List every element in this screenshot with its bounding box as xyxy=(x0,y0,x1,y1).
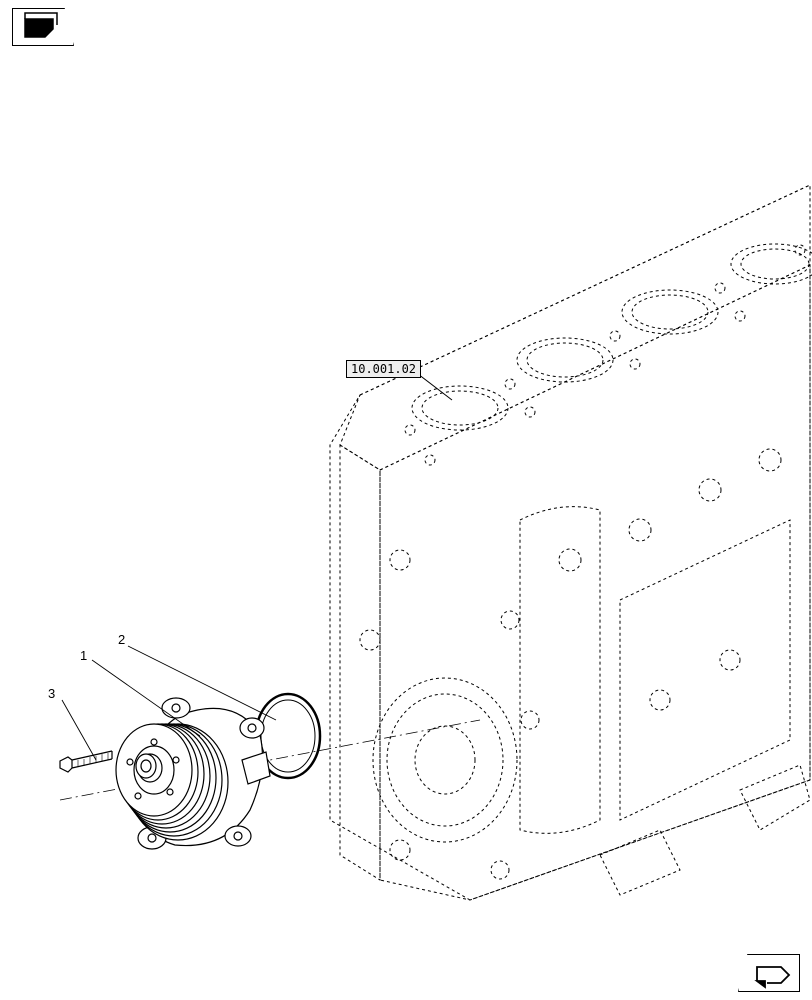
reference-label: 10.001.02 xyxy=(351,362,416,376)
engine-block xyxy=(330,185,812,900)
reference-callout: 10.001.02 xyxy=(346,360,421,378)
callout-3: 3 xyxy=(48,686,55,701)
callout-num-label: 2 xyxy=(118,632,125,647)
callout-num-label: 3 xyxy=(48,686,55,701)
callout-2: 2 xyxy=(118,632,125,647)
parts-diagram xyxy=(0,0,812,1000)
callout-num-label: 1 xyxy=(80,648,87,663)
water-pump-part xyxy=(116,698,270,849)
callout-1: 1 xyxy=(80,648,87,663)
bolt-part xyxy=(60,751,112,772)
